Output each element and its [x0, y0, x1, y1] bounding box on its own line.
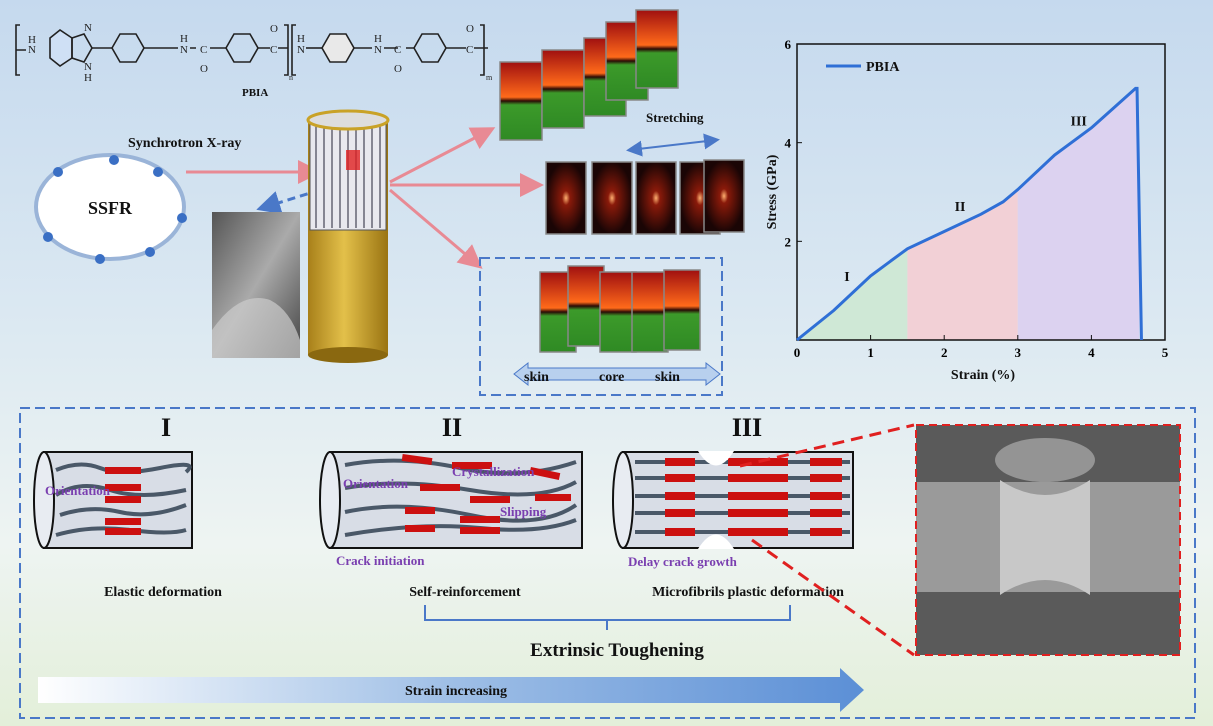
region-3-label: III — [1071, 114, 1087, 129]
svg-text:N: N — [374, 44, 382, 56]
strain-increasing-arrow — [38, 668, 864, 712]
svg-text:n: n — [289, 73, 293, 82]
x-tick-label: 5 — [1162, 345, 1169, 360]
svg-text:C: C — [270, 44, 277, 56]
x-tick-label: 0 — [794, 345, 801, 360]
svg-text:H: H — [374, 33, 382, 45]
svg-text:H: H — [297, 33, 305, 45]
synchrotron-label: Synchrotron X-ray — [128, 136, 241, 151]
svg-text:H: H — [84, 72, 92, 84]
annotation-orientation: Orientation — [45, 483, 111, 498]
x-tick-label: 4 — [1088, 345, 1095, 360]
scatter-arrows — [389, 127, 544, 269]
svg-text:N: N — [84, 61, 92, 73]
annotation-orientation-2: Orientation — [343, 476, 409, 491]
series-line-pbia — [796, 86, 1143, 342]
svg-text:O: O — [200, 63, 208, 75]
stage-1-caption: Elastic deformation — [104, 585, 222, 600]
region-3-fill — [1017, 88, 1140, 341]
pbia-chemical-structure — [15, 24, 488, 76]
stage-3-caption: Microfibrils plastic deformation — [652, 585, 844, 600]
x-axis-label: Strain (%) — [951, 368, 1016, 383]
saxs-patterns-profile — [539, 265, 701, 353]
svg-text:H: H — [28, 34, 36, 46]
y-tick-label: 4 — [785, 136, 792, 151]
profile-label-core: core — [599, 370, 624, 385]
skin-core-skin-arrow — [513, 361, 721, 387]
svg-text:O: O — [270, 23, 278, 35]
stage-1: I Orientation Elastic deformation — [33, 413, 222, 600]
strain-increasing-label: Strain increasing — [405, 684, 507, 699]
svg-text:O: O — [394, 63, 402, 75]
annotation-delay-crack-growth: Delay crack growth — [628, 554, 738, 569]
region-2-label: II — [955, 200, 966, 215]
region-2-fill — [907, 189, 1018, 340]
stage-3: III Delay crack growth Microfibrils plas… — [612, 413, 854, 600]
y-tick-label: 2 — [785, 234, 792, 249]
waxs-patterns — [545, 159, 745, 235]
stage-2-caption: Self-reinforcement — [409, 585, 521, 600]
svg-text:C: C — [466, 44, 473, 56]
structure-atom-labels: N H N N H N H C O C O N H N H C O C O n … — [28, 22, 493, 84]
y-axis-label: Stress (GPa) — [765, 154, 780, 229]
stage-2: II Orientation Crystallization Slipping … — [319, 413, 583, 600]
stage-3-numeral: III — [732, 413, 762, 442]
stage-1-numeral: I — [161, 413, 171, 442]
sem-pointer-arrow — [256, 188, 321, 215]
svg-text:H: H — [180, 33, 188, 45]
fiber-cylinder — [306, 109, 390, 363]
legend-label-pbia: PBIA — [866, 60, 900, 75]
x-tick-label: 1 — [867, 345, 874, 360]
annotation-crack-initiation: Crack initiation — [336, 553, 425, 568]
profile-label-skin-left: skin — [524, 370, 549, 385]
annotation-crystallization: Crystallization — [452, 464, 535, 479]
zoom-connector-lines — [739, 423, 915, 657]
y-tick-label: 6 — [785, 37, 792, 52]
stretching-label: Stretching — [646, 110, 704, 125]
svg-text:N: N — [84, 22, 92, 34]
ssfr-ring: SSFR — [34, 153, 187, 264]
svg-text:C: C — [394, 44, 401, 56]
svg-text:N: N — [297, 44, 305, 56]
svg-text:N: N — [28, 44, 36, 56]
svg-text:C: C — [200, 44, 207, 56]
x-tick-label: 3 — [1015, 345, 1022, 360]
stage-2-numeral: II — [442, 413, 462, 442]
ssfr-label: SSFR — [88, 198, 133, 218]
stretching-arrow — [626, 133, 720, 157]
annotation-slipping: Slipping — [500, 504, 547, 519]
sem-fiber-image — [212, 212, 300, 358]
mechanism-panel — [19, 407, 1196, 719]
x-tick-label: 2 — [941, 345, 948, 360]
plot-frame — [796, 43, 1166, 341]
svg-text:N: N — [180, 44, 188, 56]
saxs-patterns-stretching — [499, 9, 679, 141]
svg-text:O: O — [466, 23, 474, 35]
skin-core-box — [479, 257, 723, 396]
sem-fracture-image — [915, 424, 1181, 656]
svg-text:m: m — [486, 73, 493, 82]
toughening-bracket — [424, 605, 791, 630]
stress-strain-chart: 0 1 2 3 4 5 2 4 6 PBIA Strain (%) Stress (GPa) I… — [765, 37, 1169, 383]
pbia-label: PBIA — [242, 87, 268, 99]
extrinsic-toughening-label: Extrinsic Toughening — [530, 640, 704, 661]
region-1-label: I — [844, 270, 849, 285]
profile-label-skin-right: skin — [655, 370, 680, 385]
